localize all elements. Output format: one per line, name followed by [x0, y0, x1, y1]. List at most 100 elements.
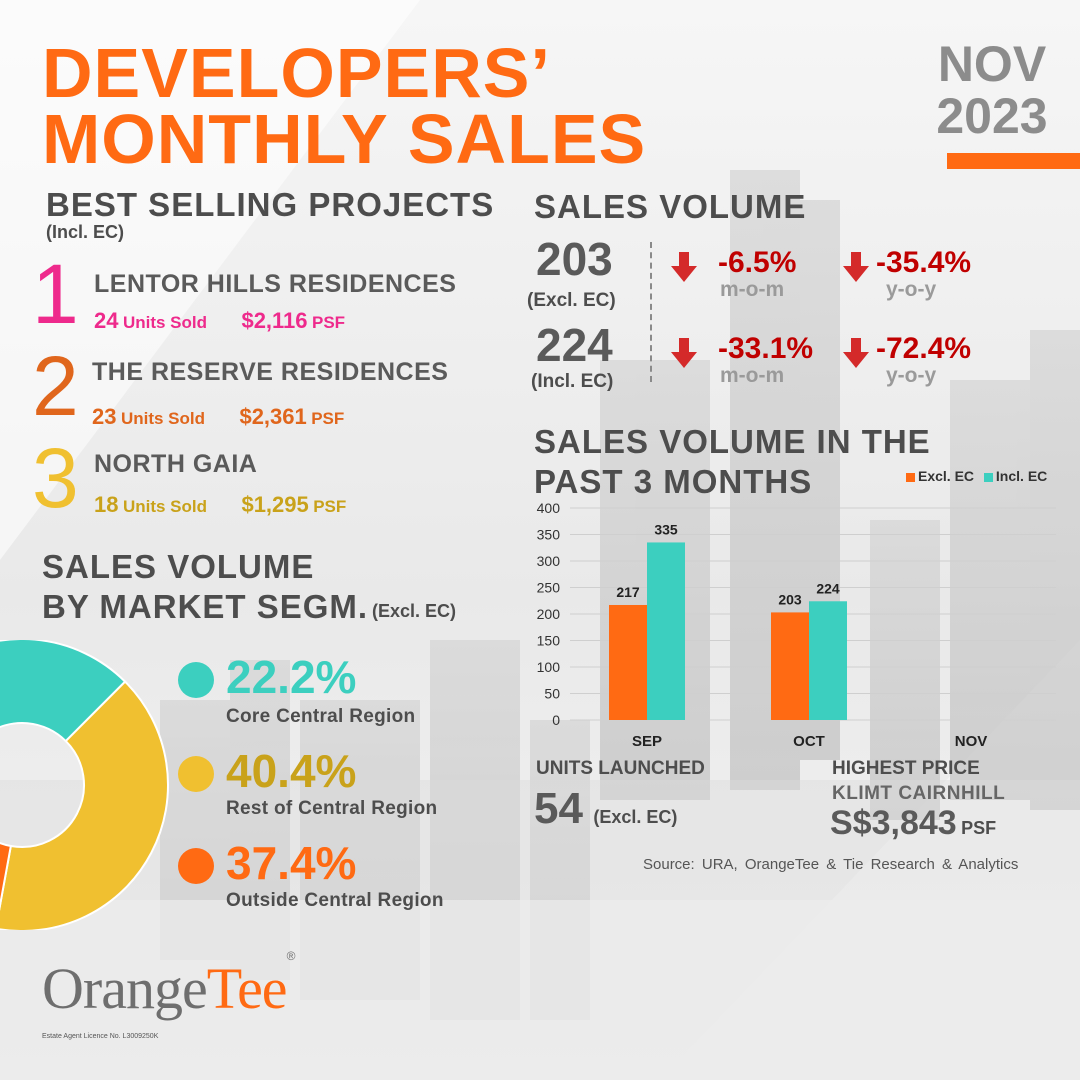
- donut-slice-2: [0, 841, 13, 911]
- bar-oct-incl-ec: [809, 601, 847, 720]
- data-label: 203: [778, 591, 802, 607]
- accent-bar: [947, 153, 1080, 169]
- mom-incl-ec: -33.1%: [718, 332, 814, 365]
- price-unit-3: PSF: [313, 497, 347, 516]
- y-tick-label: 350: [537, 527, 561, 543]
- donut-slice-1: [0, 680, 169, 930]
- highest-price-value-group: S$3,843 PSF: [830, 804, 996, 843]
- data-label: 217: [616, 584, 640, 600]
- mom-excl-ec-label: m-o-m: [720, 278, 785, 301]
- data-label: 224: [816, 580, 840, 596]
- price-unit-2: PSF: [311, 409, 345, 428]
- data-label: 335: [654, 521, 678, 537]
- units-sold-label-1: Units Sold: [122, 313, 207, 332]
- ocr-label: Outside Central Region: [226, 890, 444, 911]
- market-segment-donut: [0, 640, 169, 930]
- legend-label-excl: Excl. EC: [918, 468, 975, 484]
- yoy-incl-ec-label: y-o-y: [886, 364, 937, 387]
- volume-divider: [650, 242, 652, 382]
- units-sold-label-2: Units Sold: [120, 409, 205, 428]
- ccr-percent: 22.2%: [226, 651, 357, 703]
- ccr-label: Core Central Region: [226, 706, 416, 727]
- sales-volume-bar-chart: 0 50 100 150 200 250 300 350 400 217 335 SEP 203 224 O…: [537, 500, 1056, 750]
- down-arrow-icon: [843, 252, 869, 282]
- x-tick-label: NOV: [955, 733, 988, 750]
- volume-incl-ec: 224: [536, 319, 613, 371]
- orangetee-logo: OrangeTee®: [42, 949, 295, 1022]
- logo-part-2: Tee: [206, 956, 288, 1021]
- units-launched-value-group: 54 (Excl. EC): [534, 784, 677, 834]
- page-title: DEVELOPERS’ MONTHLY SALES: [42, 34, 646, 174]
- units-launched-label: (Excl. EC): [593, 807, 678, 827]
- units-launched-value: 54: [534, 784, 583, 833]
- highest-price-unit: PSF: [961, 818, 997, 838]
- source-note: Source: URA, OrangeTee & Tie Research & …: [643, 856, 1019, 873]
- project-name-3: NORTH GAIA: [94, 450, 258, 478]
- rank-2: 2: [32, 339, 79, 433]
- market-segment-subtitle: (Excl. EC): [372, 601, 457, 621]
- logo-part-1: Orange: [42, 956, 208, 1021]
- legend-swatch-excl: [906, 472, 915, 482]
- rcr-percent: 40.4%: [226, 745, 357, 797]
- ocr-dot: [178, 848, 214, 884]
- sales-volume-heading: SALES VOLUME: [534, 188, 807, 225]
- project-stats-1: 24 Units Sold $2,116 PSF: [94, 308, 345, 334]
- mom-excl-ec: -6.5%: [718, 246, 797, 279]
- units-sold-3: 18: [94, 492, 119, 517]
- volume-excl-ec-label: (Excl. EC): [527, 290, 616, 311]
- units-launched-heading: UNITS LAUNCHED: [536, 758, 705, 779]
- bar-sep-excl-ec: [609, 604, 647, 720]
- estate-agent-licence: Estate Agent Licence No. L3009250K: [42, 1033, 159, 1040]
- volume-excl-ec: 203: [536, 233, 613, 285]
- title-line-1: DEVELOPERS’: [42, 34, 551, 112]
- legend-swatch-incl: [983, 472, 993, 482]
- market-segment-heading-2: BY MARKET SEGM.: [42, 588, 369, 625]
- rcr-dot: [178, 756, 214, 792]
- units-sold-label-3: Units Sold: [122, 497, 207, 516]
- best-selling-subtitle: (Incl. EC): [46, 222, 125, 242]
- y-tick-label: 0: [552, 712, 560, 728]
- market-segment-heading-1: SALES VOLUME: [42, 548, 315, 585]
- y-tick-label: 400: [537, 500, 561, 516]
- price-3: $1,295: [241, 492, 309, 517]
- y-tick-label: 300: [537, 553, 561, 569]
- bar-sep-incl-ec: [647, 542, 685, 720]
- rcr-label: Rest of Central Region: [226, 798, 438, 819]
- rank-1: 1: [32, 247, 79, 341]
- report-month: NOV: [937, 36, 1047, 92]
- legend-label-incl: Incl. EC: [995, 468, 1048, 484]
- ocr-percent: 37.4%: [226, 837, 357, 889]
- project-stats-3: 18 Units Sold $1,295 PSF: [94, 492, 346, 518]
- units-sold-1: 24: [94, 308, 119, 333]
- y-tick-label: 150: [537, 633, 561, 649]
- best-selling-heading: BEST SELLING PROJECTS: [46, 186, 495, 223]
- units-sold-2: 23: [92, 404, 117, 429]
- y-tick-label: 50: [544, 686, 560, 702]
- y-tick-label: 200: [537, 606, 561, 622]
- highest-price-value: S$3,843: [830, 804, 957, 842]
- down-arrow-icon: [671, 338, 697, 368]
- yoy-incl-ec: -72.4%: [876, 332, 972, 365]
- project-stats-2: 23 Units Sold $2,361 PSF: [92, 404, 344, 430]
- registered-mark: ®: [286, 949, 296, 963]
- y-tick-label: 100: [537, 659, 561, 675]
- price-unit-1: PSF: [311, 313, 346, 332]
- donut-slice-0: [0, 640, 127, 743]
- report-year: 2023: [936, 88, 1048, 144]
- x-tick-label: SEP: [632, 733, 662, 750]
- rank-3: 3: [32, 431, 79, 525]
- y-tick-label: 250: [537, 580, 561, 596]
- yoy-excl-ec: -35.4%: [876, 246, 972, 279]
- project-name-2: THE RESERVE RESIDENCES: [92, 358, 449, 386]
- highest-price-heading: HIGHEST PRICE: [832, 758, 980, 779]
- chart-legend: Excl. EC Incl. EC: [906, 468, 1047, 484]
- x-tick-label: OCT: [793, 733, 825, 750]
- volume-incl-ec-label: (Incl. EC): [531, 371, 614, 392]
- price-2: $2,361: [239, 404, 307, 429]
- highest-price-project: KLIMT CAIRNHILL: [832, 783, 1006, 804]
- project-name-1: LENTOR HILLS RESIDENCES: [94, 270, 457, 298]
- bar-oct-excl-ec: [771, 612, 809, 720]
- yoy-excl-ec-label: y-o-y: [886, 278, 937, 301]
- down-arrow-icon: [671, 252, 697, 282]
- ccr-dot: [178, 662, 214, 698]
